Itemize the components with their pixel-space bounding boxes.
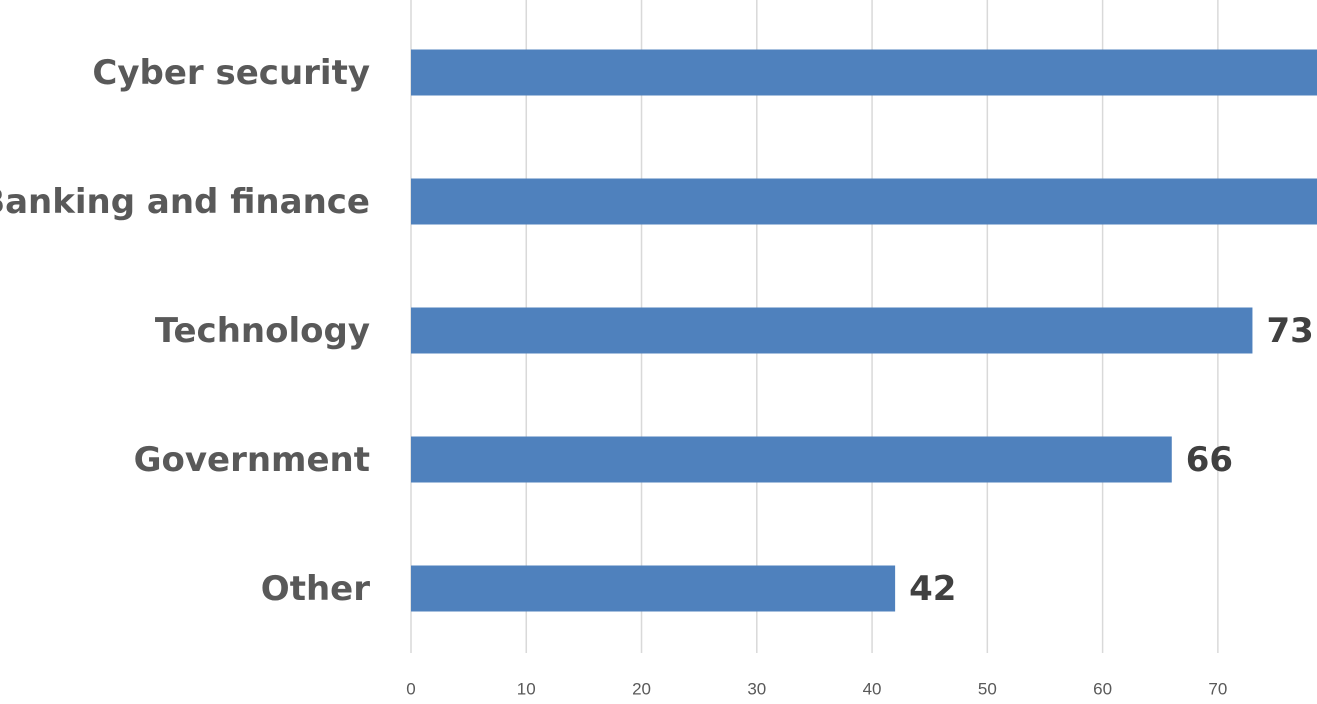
y-tick-label: Government [134, 440, 370, 480]
y-tick-label: Cyber security [92, 53, 370, 93]
x-tick-label: 10 [517, 679, 536, 698]
x-tick-label: 50 [978, 679, 997, 698]
value-label: 66 [1186, 440, 1233, 480]
y-tick-label: Banking and finance [0, 182, 370, 222]
x-tick-label: 70 [1208, 679, 1227, 698]
bar [411, 178, 1317, 225]
x-tick-label: 60 [1093, 679, 1112, 698]
value-label: 73 [1266, 311, 1313, 351]
x-tick-label: 0 [406, 679, 415, 698]
bar [411, 307, 1253, 354]
y-tick-label: Other [261, 569, 370, 609]
bar [411, 436, 1172, 483]
y-tick-label: Technology [155, 311, 370, 351]
value-label: 42 [909, 569, 956, 609]
x-tick-label: 30 [747, 679, 766, 698]
bar [411, 565, 896, 612]
bar [411, 49, 1317, 96]
x-tick-label: 20 [632, 679, 651, 698]
x-tick-label: 40 [863, 679, 882, 698]
